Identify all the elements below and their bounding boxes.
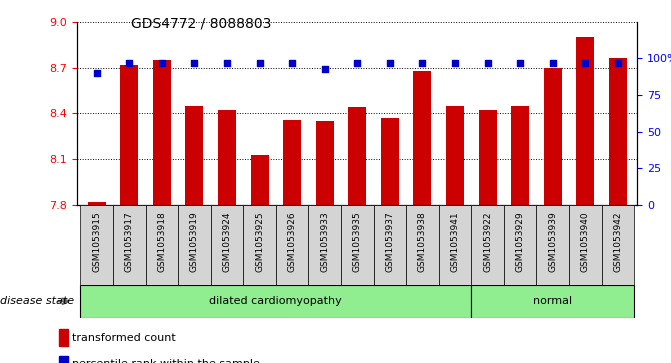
- Point: [580, 60, 590, 66]
- Bar: [446, 106, 464, 205]
- Text: transformed count: transformed count: [72, 333, 175, 343]
- Text: GDS4772 / 8088803: GDS4772 / 8088803: [131, 16, 271, 30]
- Bar: [59, 356, 68, 363]
- Bar: [471, 205, 504, 285]
- Bar: [413, 71, 431, 205]
- Bar: [374, 205, 406, 285]
- Text: percentile rank within the sample: percentile rank within the sample: [72, 359, 260, 363]
- Bar: [537, 205, 569, 285]
- Point: [91, 70, 102, 76]
- Text: normal: normal: [533, 296, 572, 306]
- Point: [417, 60, 428, 66]
- Bar: [439, 205, 471, 285]
- Text: disease state: disease state: [0, 296, 74, 306]
- Point: [319, 66, 330, 72]
- Bar: [576, 37, 595, 205]
- Bar: [81, 205, 113, 285]
- Point: [254, 60, 265, 66]
- Bar: [348, 107, 366, 205]
- Point: [548, 60, 558, 66]
- Bar: [309, 205, 341, 285]
- Text: GSM1053926: GSM1053926: [288, 212, 297, 272]
- Text: GSM1053929: GSM1053929: [516, 212, 525, 272]
- Text: GSM1053922: GSM1053922: [483, 212, 492, 272]
- Bar: [511, 106, 529, 205]
- Text: GSM1053939: GSM1053939: [548, 212, 557, 272]
- Bar: [504, 205, 537, 285]
- Bar: [178, 205, 211, 285]
- Point: [156, 60, 167, 66]
- Bar: [211, 205, 244, 285]
- Bar: [569, 205, 602, 285]
- Point: [189, 60, 200, 66]
- Point: [352, 60, 362, 66]
- Text: GSM1053917: GSM1053917: [125, 212, 134, 272]
- Point: [221, 60, 232, 66]
- Point: [613, 60, 623, 66]
- Bar: [471, 285, 634, 318]
- Point: [287, 60, 297, 66]
- Text: GSM1053935: GSM1053935: [353, 212, 362, 272]
- Text: GSM1053919: GSM1053919: [190, 212, 199, 272]
- Bar: [381, 118, 399, 205]
- Bar: [316, 121, 333, 205]
- Bar: [341, 205, 374, 285]
- Bar: [244, 205, 276, 285]
- Bar: [113, 205, 146, 285]
- Bar: [283, 119, 301, 205]
- Text: dilated cardiomyopathy: dilated cardiomyopathy: [209, 296, 342, 306]
- Bar: [609, 58, 627, 205]
- Bar: [146, 205, 178, 285]
- Bar: [544, 68, 562, 205]
- Bar: [88, 202, 105, 205]
- Text: GSM1053941: GSM1053941: [450, 212, 460, 272]
- Text: GSM1053937: GSM1053937: [385, 212, 395, 272]
- Point: [515, 60, 525, 66]
- Bar: [478, 110, 497, 205]
- Point: [124, 60, 135, 66]
- Bar: [185, 106, 203, 205]
- Bar: [276, 205, 309, 285]
- Text: GSM1053924: GSM1053924: [223, 212, 231, 272]
- Bar: [120, 65, 138, 205]
- Point: [384, 60, 395, 66]
- Text: GSM1053915: GSM1053915: [92, 212, 101, 272]
- Text: GSM1053918: GSM1053918: [158, 212, 166, 272]
- Point: [450, 60, 460, 66]
- Text: GSM1053940: GSM1053940: [581, 212, 590, 272]
- Bar: [81, 285, 471, 318]
- Text: GSM1053925: GSM1053925: [255, 212, 264, 272]
- Bar: [153, 60, 171, 205]
- Bar: [406, 205, 439, 285]
- Bar: [59, 329, 68, 346]
- Text: GSM1053938: GSM1053938: [418, 212, 427, 272]
- Text: GSM1053942: GSM1053942: [613, 212, 623, 272]
- Text: GSM1053933: GSM1053933: [320, 212, 329, 272]
- Bar: [602, 205, 634, 285]
- Bar: [251, 155, 268, 205]
- Point: [482, 60, 493, 66]
- Bar: [218, 110, 236, 205]
